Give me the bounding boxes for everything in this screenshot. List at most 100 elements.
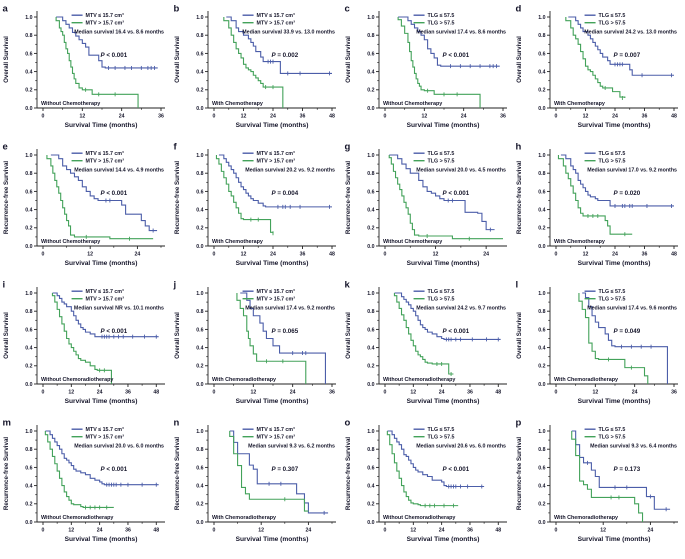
y-tick-label: 0.6 xyxy=(196,189,203,195)
panel-b: 0.0 0.2 0.4 0.6 0.8 1.0 0 12 24 36 48 Survival Time… xyxy=(172,2,343,140)
y-tick-label: 1.0 xyxy=(367,291,374,297)
x-tick-label: 12 xyxy=(68,528,74,534)
y-tick-label: 0.0 xyxy=(367,382,374,388)
legend-label: MTV ≤ 15.7 cm³ xyxy=(86,13,124,19)
legend-label: MTV ≤ 15.7 cm³ xyxy=(257,427,295,433)
km-plot-n: 0.0 0.2 0.4 0.6 0.8 1.0 0 12 24 Survival Time (mo… xyxy=(174,418,336,543)
x-tick-label: 36 xyxy=(329,390,335,396)
x-tick-label: 0 xyxy=(213,252,216,258)
y-tick-label: 0.8 xyxy=(196,171,203,177)
y-tick-label: 0.2 xyxy=(25,502,32,508)
y-axis-label: Recurrence-free Survival xyxy=(345,437,352,511)
legend-label: MTV > 15.7 cm³ xyxy=(257,159,296,165)
x-tick-label: 48 xyxy=(495,528,501,534)
p-value: P < 0.001 xyxy=(442,190,469,197)
km-curve-low xyxy=(394,292,501,340)
y-tick-label: 1.0 xyxy=(25,15,32,21)
x-tick-label: 12 xyxy=(79,114,85,120)
x-tick-label: 0 xyxy=(384,252,387,258)
y-tick-label: 1.0 xyxy=(367,153,374,159)
panel-j: 0.0 0.2 0.4 0.6 0.8 1.0 0 12 24 36 Survival Time (… xyxy=(172,278,343,416)
y-tick-label: 0.4 xyxy=(538,484,545,490)
y-tick-label: 0.2 xyxy=(196,502,203,508)
condition-label: With Chemoradiotherapy xyxy=(212,377,276,383)
km-curve-low xyxy=(226,16,332,74)
y-tick-label: 0.4 xyxy=(196,70,203,76)
y-tick-label: 0.4 xyxy=(538,70,545,76)
x-axis-label: Survival Time (months) xyxy=(65,260,138,267)
legend-label: MTV > 15.7 cm³ xyxy=(86,435,125,441)
y-tick-label: 0.8 xyxy=(367,171,374,177)
legend-label: MTV > 15.7 cm³ xyxy=(257,297,296,303)
legend-label: TLG > 57.5 xyxy=(599,297,626,303)
x-tick-label: 0 xyxy=(213,114,216,120)
y-axis-label: Recurrence-free Survival xyxy=(174,161,181,235)
km-curve-low xyxy=(56,16,158,69)
condition-label: With Chemotherapy xyxy=(212,239,263,245)
km-plot-j: 0.0 0.2 0.4 0.6 0.8 1.0 0 12 24 36 Survival Time (… xyxy=(173,280,336,405)
y-tick-label: 0.4 xyxy=(196,484,203,490)
x-tick-label: 24 xyxy=(612,252,618,258)
median-text: Median survival 24.2 vs. 13.0 months xyxy=(584,30,677,36)
y-tick-label: 0.2 xyxy=(538,502,545,508)
km-curve-high xyxy=(557,155,633,235)
x-axis-label: Survival Time (months) xyxy=(578,260,651,267)
km-curve-high xyxy=(55,17,139,108)
y-tick-label: 0.8 xyxy=(367,33,374,39)
y-tick-label: 0.4 xyxy=(25,208,32,214)
x-tick-label: 48 xyxy=(671,252,677,258)
x-tick-label: 24 xyxy=(97,528,103,534)
median-text: Median survival 17.4 vs. 8.6 months xyxy=(416,30,506,36)
panel-letter: m xyxy=(3,418,11,429)
median-text: Median survival NR vs. 10.1 months xyxy=(74,306,164,312)
condition-label: Without Chemotherapy xyxy=(383,239,442,245)
legend-label: MTV ≤ 15.7 cm³ xyxy=(257,289,295,295)
y-tick-label: 0.6 xyxy=(25,465,32,471)
x-tick-label: 24 xyxy=(97,390,103,396)
y-tick-label: 0.0 xyxy=(538,106,545,112)
km-curve-low xyxy=(389,154,495,231)
y-tick-label: 0.6 xyxy=(538,327,545,333)
p-value: P = 0.065 xyxy=(271,328,298,335)
legend-label: MTV > 15.7 cm³ xyxy=(86,297,125,303)
median-text: Median survival 17.0 vs. 9.2 months xyxy=(587,168,677,174)
panel-p: 0.0 0.2 0.4 0.6 0.8 1.0 0 12 24 Survival Time (mo… xyxy=(514,416,685,554)
km-curve-low xyxy=(398,16,500,67)
y-tick-label: 0.6 xyxy=(25,189,32,195)
y-tick-label: 0.0 xyxy=(25,520,32,526)
y-axis-label: Overall Survival xyxy=(345,36,352,83)
median-text: Median survival 20.0 vs. 4.5 months xyxy=(416,168,506,174)
x-tick-label: 0 xyxy=(555,114,558,120)
y-tick-label: 0.8 xyxy=(538,447,545,453)
legend-label: TLG ≤ 57.5 xyxy=(428,13,455,19)
x-tick-label: 12 xyxy=(258,528,264,534)
x-tick-label: 24 xyxy=(439,390,445,396)
y-tick-label: 1.0 xyxy=(25,429,32,435)
y-axis-label: Recurrence-free Survival xyxy=(345,161,352,235)
panel-letter: f xyxy=(174,142,178,153)
x-tick-label: 48 xyxy=(153,390,159,396)
y-tick-label: 0.0 xyxy=(25,106,32,112)
km-curve-low xyxy=(45,430,159,486)
x-axis-label: Survival Time (months) xyxy=(65,122,138,129)
x-tick-label: 24 xyxy=(306,528,312,534)
y-tick-label: 0.2 xyxy=(25,364,32,370)
x-tick-label: 0 xyxy=(42,252,45,258)
median-text: Median survival 24.2 vs. 9.7 months xyxy=(416,306,506,312)
condition-label: Without Chemoradiotherapy xyxy=(41,515,113,521)
panel-g: 0.0 0.2 0.4 0.6 0.8 1.0 0 12 24 Survival Time (mo… xyxy=(343,140,514,278)
x-axis-label: Survival Time (months) xyxy=(578,398,651,405)
y-axis-label: Overall Survival xyxy=(174,36,181,83)
panel-a: 0.0 0.2 0.4 0.6 0.8 1.0 0 12 24 36 Survival Time (… xyxy=(1,2,172,140)
legend-label: TLG > 57.5 xyxy=(599,159,626,165)
x-axis-label: Survival Time (months) xyxy=(65,398,138,405)
legend-label: MTV ≤ 15.7 cm³ xyxy=(86,151,124,157)
x-tick-label: 12 xyxy=(410,390,416,396)
y-tick-label: 0.0 xyxy=(367,106,374,112)
y-tick-label: 1.0 xyxy=(25,291,32,297)
km-plot-i: 0.0 0.2 0.4 0.6 0.8 1.0 0 12 24 36 48 Survival Time… xyxy=(3,280,165,405)
y-tick-label: 0.8 xyxy=(196,309,203,315)
x-tick-label: 0 xyxy=(555,528,558,534)
condition-label: With Chemotherapy xyxy=(212,101,263,107)
